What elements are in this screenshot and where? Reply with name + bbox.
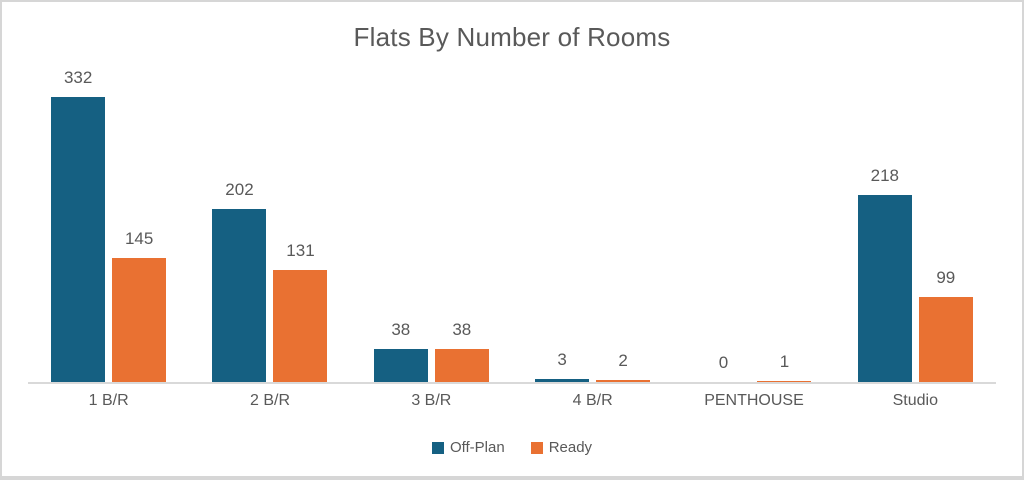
bar-ready[interactable] [596, 380, 651, 382]
data-label: 3 [557, 350, 567, 370]
data-label: 99 [936, 268, 956, 288]
bar-ready[interactable] [434, 349, 489, 382]
bar-ready[interactable] [273, 270, 328, 382]
x-axis-labels: 1 B/R 2 B/R 3 B/R 4 B/R PENTHOUSE Studio [28, 392, 996, 410]
x-axis-label: PENTHOUSE [704, 392, 804, 409]
bar-ready[interactable] [112, 258, 167, 382]
legend-label-off-plan: Off-Plan [449, 439, 505, 456]
data-label: 0 [718, 353, 729, 373]
bar-off-plan[interactable] [212, 209, 267, 382]
bar-group: 38 38 [351, 62, 512, 382]
x-axis-label: 4 B/R [572, 392, 613, 409]
data-label: 332 [63, 68, 93, 88]
bar-wrap: 145 [112, 229, 167, 382]
bar-wrap: 38 [373, 320, 428, 382]
plot-area: 332 145 202 131 38 38 3 2 0 1 218 99 [28, 62, 996, 384]
x-axis-label: 3 B/R [411, 392, 452, 409]
data-label: 218 [870, 166, 899, 186]
data-label: 38 [452, 320, 472, 340]
data-label: 145 [124, 229, 154, 249]
legend-item-ready[interactable]: Ready [530, 439, 593, 456]
data-label: 202 [225, 180, 254, 200]
legend: Off-Plan Ready [2, 439, 1022, 456]
data-label: 2 [618, 351, 628, 371]
bar-off-plan[interactable] [857, 195, 912, 382]
bar-off-plan[interactable] [51, 97, 106, 382]
legend-item-off-plan[interactable]: Off-Plan [431, 439, 505, 456]
bar-wrap: 202 [212, 180, 267, 382]
data-label: 38 [391, 320, 411, 340]
bar-ready[interactable] [757, 381, 812, 382]
legend-swatch-off-plan [431, 441, 444, 454]
bar-wrap: 131 [273, 241, 328, 382]
x-axis-label: Studio [892, 392, 938, 409]
data-label: 131 [286, 241, 315, 261]
bar-group: 202 131 [189, 62, 350, 382]
bar-ready[interactable] [918, 297, 973, 382]
chart-title: Flats By Number of Rooms [353, 22, 671, 52]
data-label: 1 [779, 352, 790, 372]
bar-group: 218 99 [835, 62, 996, 382]
bar-wrap: 0 [696, 354, 750, 382]
bar-wrap: 1 [757, 352, 812, 382]
bar-wrap: 218 [857, 166, 912, 382]
legend-label-ready: Ready [548, 439, 593, 456]
bar-off-plan[interactable] [535, 379, 590, 382]
x-axis-label: 1 B/R [88, 392, 129, 409]
bar-wrap: 99 [918, 268, 973, 382]
bar-wrap: 38 [434, 320, 489, 382]
bar-wrap: 332 [51, 68, 106, 382]
bar-group: 332 145 [28, 62, 189, 382]
legend-swatch-ready [530, 441, 543, 454]
bar-wrap: 3 [535, 350, 590, 382]
bar-off-plan[interactable] [373, 349, 428, 382]
bar-wrap: 2 [596, 351, 651, 382]
x-axis-label: 2 B/R [249, 392, 290, 409]
